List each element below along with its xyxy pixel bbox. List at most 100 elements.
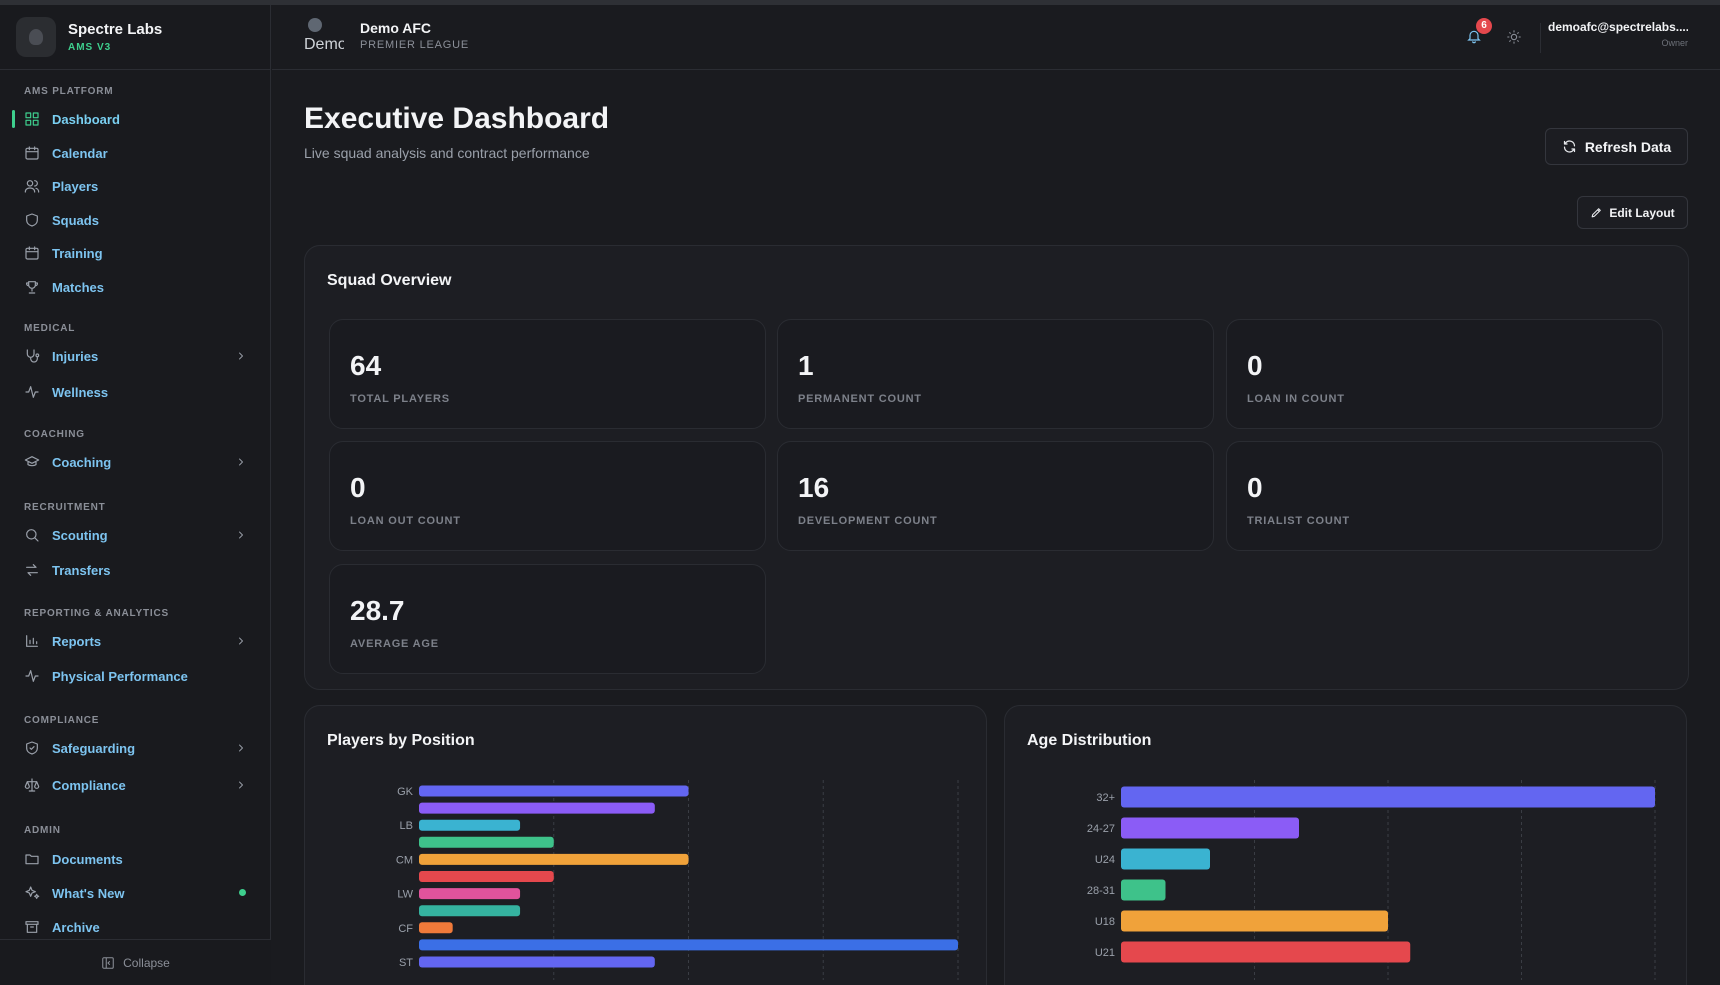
stat-label: TOTAL PLAYERS [350, 393, 450, 405]
players-by-position-panel: Players by Position 0481216GKLBCMLWCFST [304, 705, 987, 985]
y-tick-label: U24 [1095, 854, 1115, 866]
stat-value: 1 [798, 350, 814, 381]
sidebar-item-wellness[interactable]: Wellness [0, 379, 271, 405]
stat-card-loan-in-count: 0 LOAN IN COUNT [1226, 319, 1663, 429]
notifications-button[interactable] [1466, 28, 1484, 46]
bar [1121, 817, 1299, 839]
sidebar-item-compliance[interactable]: Compliance [0, 772, 271, 798]
sidebar-item-dashboard[interactable]: Dashboard [0, 106, 271, 132]
club-logo: Demo [304, 18, 344, 54]
sidebar-item-label: Reports [52, 633, 102, 649]
folder-icon [25, 854, 39, 865]
header-divider [1540, 23, 1541, 53]
y-tick-label: 32+ [1096, 792, 1115, 804]
sidebar-item-injuries[interactable]: Injuries [0, 343, 271, 369]
bar [419, 802, 655, 814]
bar-chart-icon [26, 635, 38, 647]
section-reporting: REPORTING & ANALYTICS [24, 608, 169, 619]
sidebar-item-transfers[interactable]: Transfers [0, 557, 271, 583]
y-tick-label: U18 [1095, 916, 1115, 928]
y-tick-label: GK [397, 786, 414, 798]
window-top-border [0, 0, 1720, 5]
stat-label: LOAN OUT COUNT [350, 515, 461, 527]
stat-card-loan-out-count: 0 LOAN OUT COUNT [329, 441, 766, 551]
active-indicator [12, 110, 15, 128]
sidebar-item-label: Injuries [52, 348, 99, 364]
section-admin: ADMIN [24, 825, 61, 836]
sidebar-item-safeguarding[interactable]: Safeguarding [0, 735, 271, 761]
sidebar-item-documents[interactable]: Documents [0, 846, 271, 872]
club-logo-alt-text: Demo [304, 36, 344, 53]
theme-toggle-button[interactable] [1506, 29, 1522, 50]
brand-block[interactable]: Spectre Labs AMS V3 [0, 5, 270, 70]
archive-icon [25, 921, 39, 933]
edit-layout-button[interactable]: Edit Layout [1577, 196, 1688, 229]
stethoscope-icon [26, 349, 40, 363]
edit-layout-label: Edit Layout [1609, 205, 1675, 220]
sidebar-item-label: Compliance [52, 777, 126, 793]
stat-value: 0 [1247, 350, 1263, 381]
section-medical: MEDICAL [24, 323, 76, 334]
bar [1121, 941, 1411, 963]
sun-icon [1507, 30, 1521, 44]
stat-value: 28.7 [350, 595, 405, 626]
sidebar-item-coaching[interactable]: Coaching [0, 449, 271, 475]
sidebar-item-label: Documents [52, 851, 123, 867]
y-tick-label: LB [400, 820, 413, 832]
bar [419, 905, 521, 917]
sidebar-item-label: What's New [52, 885, 125, 901]
squad-overview-panel: Squad Overview 64 TOTAL PLAYERS 1 PERMAN… [304, 245, 1689, 690]
bar [419, 836, 554, 848]
bar [1121, 786, 1655, 808]
page-title: Executive Dashboard [304, 102, 610, 135]
stat-card-average-age: 28.7 AVERAGE AGE [329, 564, 766, 674]
sidebar-item-label: Squads [52, 212, 99, 228]
sidebar-item-training[interactable]: Training [0, 240, 271, 266]
refresh-data-label: Refresh Data [1584, 138, 1672, 155]
sidebar-item-label: Wellness [52, 384, 109, 400]
y-tick-label: LW [397, 889, 413, 901]
panel-title: Players by Position [327, 732, 475, 749]
panel-title: Age Distribution [1027, 732, 1152, 749]
players-by-position-chart: 0481216GKLBCMLWCFST [396, 780, 959, 980]
bar [1121, 910, 1388, 932]
stat-card-development-count: 16 DEVELOPMENT COUNT [777, 441, 1214, 551]
sidebar-item-label: Dashboard [52, 111, 120, 127]
sidebar-item-reports[interactable]: Reports [0, 628, 271, 654]
stat-card-trialist-count: 0 TRIALIST COUNT [1226, 441, 1663, 551]
notification-count-badge: 6 [1476, 18, 1492, 34]
sidebar-item-players[interactable]: Players [0, 173, 271, 199]
chevron-right-icon [239, 458, 243, 466]
refresh-icon [1563, 140, 1575, 153]
stat-card-total-players: 64 TOTAL PLAYERS [329, 319, 766, 429]
sidebar-item-scouting[interactable]: Scouting [0, 522, 271, 548]
sidebar-item-whats-new[interactable]: What's New [0, 880, 271, 906]
trophy-icon [25, 281, 39, 294]
sidebar-item-label: Transfers [52, 562, 111, 578]
chevron-right-icon [239, 781, 243, 789]
sidebar-item-calendar[interactable]: Calendar [0, 140, 271, 166]
sidebar-item-label: Calendar [52, 145, 108, 161]
stat-label: PERMANENT COUNT [798, 393, 922, 405]
sidebar-item-squads[interactable]: Squads [0, 207, 271, 233]
sidebar-item-physical-performance[interactable]: Physical Performance [0, 663, 271, 689]
collapse-button[interactable]: Collapse [0, 939, 271, 985]
user-email[interactable]: demoafc@spectrelabs.... [1548, 20, 1688, 34]
bar [419, 853, 689, 865]
bar [419, 819, 521, 831]
stat-label: TRIALIST COUNT [1247, 515, 1350, 527]
sidebar-item-matches[interactable]: Matches [0, 274, 271, 300]
bar [419, 956, 655, 968]
refresh-data-button[interactable]: Refresh Data [1545, 128, 1688, 165]
grid-icon [25, 112, 39, 126]
stat-value: 64 [350, 350, 382, 381]
brand-logo [16, 17, 56, 57]
chevron-right-icon [239, 744, 243, 752]
user-role: Owner [1661, 38, 1688, 48]
sidebar-item-archive[interactable]: Archive [0, 914, 271, 940]
users-icon [24, 180, 40, 193]
collapse-label: Collapse [123, 955, 170, 970]
panel-title: Squad Overview [327, 272, 452, 289]
bar [419, 871, 554, 882]
